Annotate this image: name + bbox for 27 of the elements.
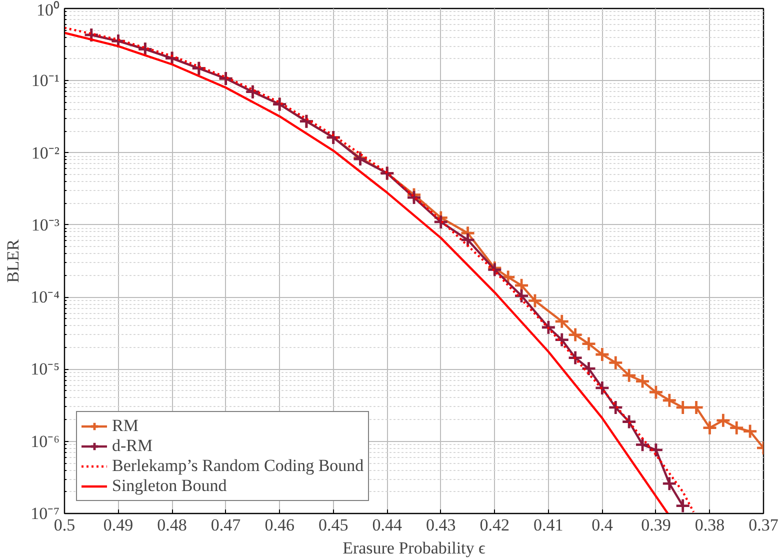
y-tick-label: 10⁻⁶: [30, 432, 60, 451]
y-tick-label: 10⁻⁴: [30, 288, 60, 307]
x-tick-label: 0.49: [103, 516, 134, 534]
x-tick-label: 0.4: [592, 516, 614, 534]
x-tick-label: 0.42: [480, 516, 510, 534]
x-tick-label: 0.48: [157, 516, 187, 534]
legend-label: RM: [112, 416, 138, 436]
x-tick-label: 0.41: [534, 516, 564, 534]
legend-label: Berlekamp’s Random Coding Bound: [112, 456, 364, 476]
legend-label: d-RM: [112, 436, 153, 456]
x-tick-label: 0.37: [748, 516, 779, 534]
y-tick-label: 10⁻¹: [31, 71, 60, 90]
x-tick-label: 0.43: [426, 516, 456, 534]
y-tick-label: 10⁻⁵: [30, 360, 60, 379]
y-tick-label: 10⁻³: [31, 215, 60, 234]
y-tick-label: 10⁻²: [31, 143, 60, 162]
x-tick-label: 0.46: [264, 516, 294, 534]
x-tick-label: 0.47: [210, 516, 242, 534]
x-tick-label: 0.44: [372, 516, 402, 534]
legend-label: Singleton Bound: [112, 476, 227, 496]
x-tick-label: 0.38: [694, 516, 725, 534]
x-tick-label: 0.45: [318, 516, 348, 534]
y-axis-title: BLER: [4, 238, 23, 283]
y-tick-label: 10⁰: [36, 0, 60, 20]
x-tick-label: 0.5: [54, 516, 76, 534]
x-tick-label: 0.39: [641, 516, 671, 534]
x-axis-title: Erasure Probability ϵ: [342, 538, 486, 558]
